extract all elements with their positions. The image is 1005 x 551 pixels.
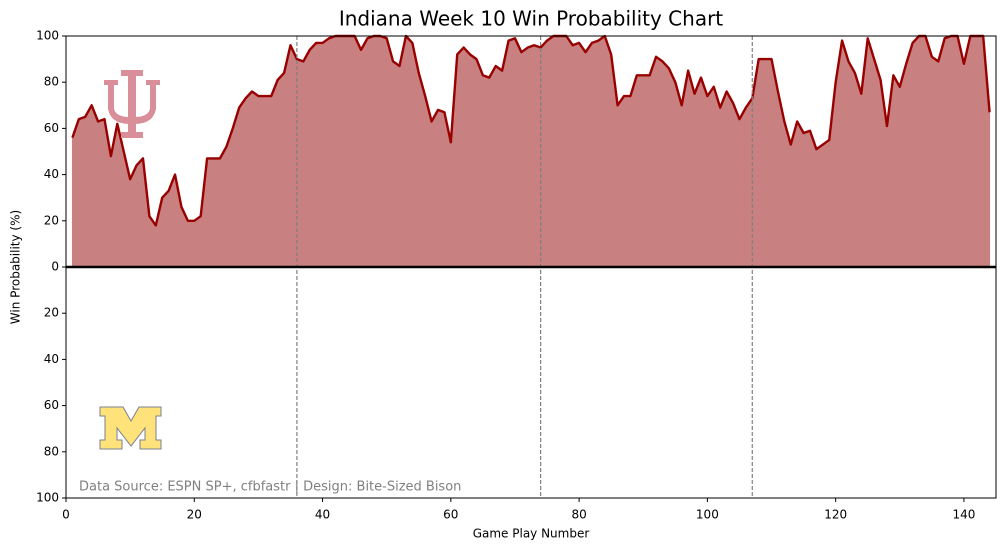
chart-title: Indiana Week 10 Win Probability Chart: [339, 7, 723, 31]
x-tick-label: 100: [696, 508, 719, 522]
win-probability-line: [71, 34, 991, 227]
annotation: Data Source: ESPN SP+, cfbfastr | Design…: [79, 480, 461, 495]
y-tick-label: 0: [51, 260, 59, 274]
y-tick-label: 20: [44, 306, 59, 320]
y-tick-label: 20: [44, 213, 59, 227]
michigan-logo: [99, 406, 162, 450]
x-axis-label: Game Play Number: [473, 527, 590, 541]
y-tick-label: 80: [44, 75, 59, 89]
y-tick-label: 40: [44, 352, 59, 366]
y-tick-label: 40: [44, 167, 59, 181]
x-tick-label: 60: [443, 508, 458, 522]
y-tick-label: 100: [36, 29, 59, 43]
y-tick-label: 60: [44, 398, 59, 412]
x-tick-label: 40: [315, 508, 330, 522]
indiana-logo: [104, 70, 160, 138]
y-tick-label: 100: [36, 491, 59, 505]
y-tick-label: 80: [44, 444, 59, 458]
x-tick-label: 80: [571, 508, 586, 522]
plot-area: [65, 34, 997, 499]
x-tick-label: 0: [62, 508, 70, 522]
y-tick-label: 60: [44, 121, 59, 135]
area-fill: [71, 34, 991, 268]
y-axis-label: Win Probability (%): [9, 210, 23, 324]
x-tick-label: 120: [824, 508, 847, 522]
x-tick-label: 140: [952, 508, 975, 522]
x-tick-label: 20: [187, 508, 202, 522]
